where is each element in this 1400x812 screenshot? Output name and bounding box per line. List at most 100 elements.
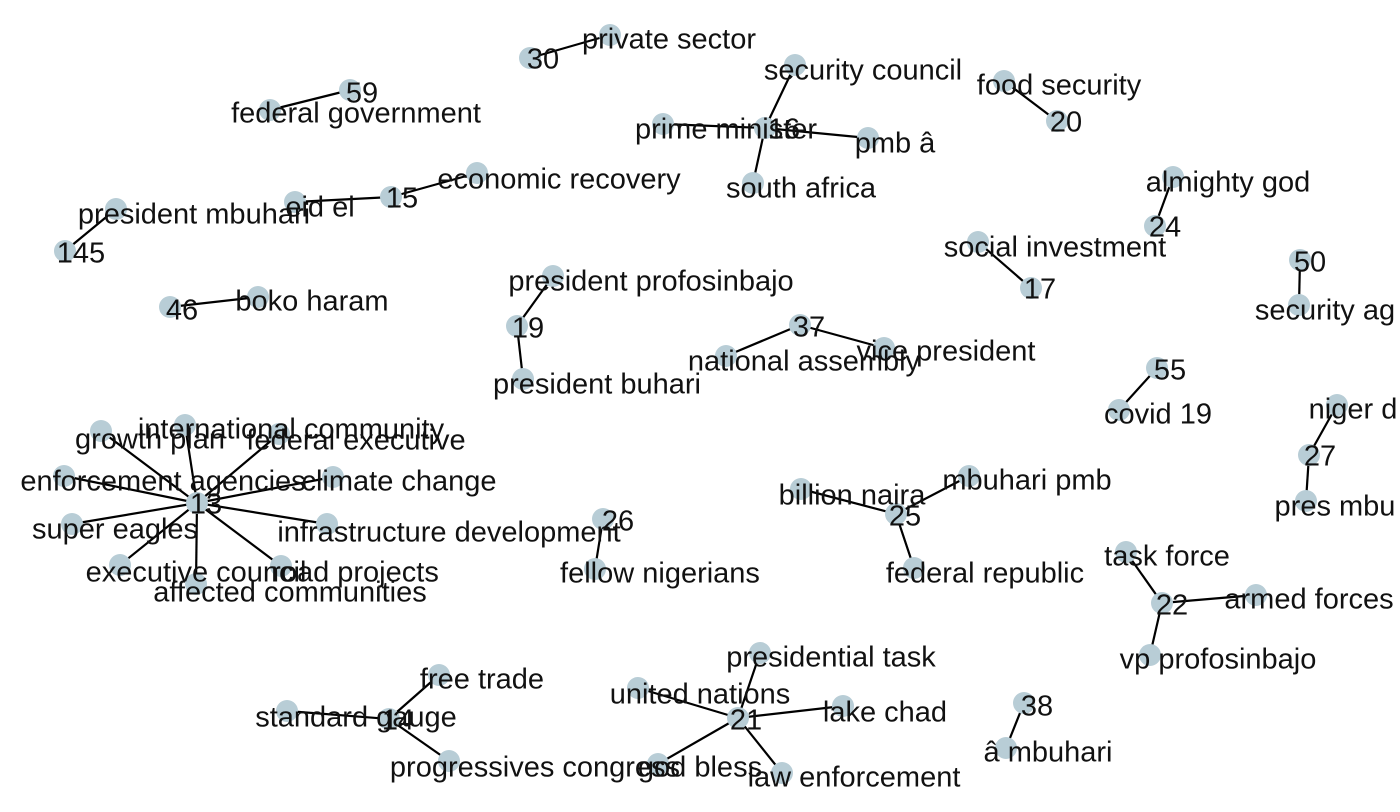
node-climate-change [322, 466, 344, 488]
node-n30 [519, 47, 541, 69]
edge-n37-national-assembly [725, 323, 801, 358]
node-enforcement-agencies [53, 465, 75, 487]
node-security-ag [1288, 294, 1310, 316]
node-progressives-congress [438, 750, 460, 772]
node-president-mbuhari [105, 198, 127, 220]
edge-n13-road-projects [196, 502, 282, 567]
node-god-bless [647, 753, 669, 775]
node-infrastructure-development [316, 513, 338, 535]
edge-n21-law-enforcement [737, 717, 783, 774]
edge-n13-international-community [183, 424, 199, 504]
edge-n13-growth-plan [100, 430, 198, 504]
edge-n37-vice-president [799, 323, 885, 350]
node-n37 [789, 314, 811, 336]
node-n59 [339, 79, 361, 101]
node-mbuhari-pmb [958, 465, 980, 487]
node-n50 [1289, 249, 1311, 271]
node-president-profosinbajo [542, 265, 564, 287]
node-pres-mbu [1295, 490, 1317, 512]
node-armed-forces [1245, 584, 1267, 606]
node-label-god-bless: god bless [638, 752, 762, 784]
node-label-federal-executive: federal executive [246, 425, 465, 457]
node-label-private-sector: private sector [582, 24, 756, 56]
node-label-vp-profosinbajo: vp profosinbajo [1120, 644, 1317, 676]
node-label-free-trade: free trade [420, 664, 544, 696]
node-label-n15: 15 [386, 183, 418, 215]
node-billion-naira [790, 478, 812, 500]
node-task-force [1115, 541, 1137, 563]
node-private-sector [599, 24, 621, 46]
node-presidential-task [749, 642, 771, 664]
node-label-n26: 26 [602, 506, 634, 538]
node-super-eagles [61, 513, 83, 535]
node-national-assembly [715, 345, 737, 367]
edge-n21-god-bless [657, 717, 739, 765]
edge-n13-climate-change [196, 475, 334, 505]
node-n19 [506, 315, 528, 337]
edge-n25-billion-naira [800, 487, 897, 516]
node-label-n27: 27 [1304, 441, 1336, 473]
edge-n14-free-trade [388, 674, 440, 720]
edge-n14-progressives-congress [388, 718, 450, 762]
node-label-n50: 50 [1294, 247, 1326, 279]
node-label-n38: 38 [1021, 691, 1053, 723]
node-label-almighty-god: almighty god [1146, 167, 1310, 199]
edge-n16-pmb-a [764, 126, 869, 140]
node-n55 [1146, 357, 1168, 379]
node-label-federal-government: federal government [231, 98, 481, 130]
node-label-pmb-a: pmb â [855, 128, 936, 160]
node-federal-republic [903, 557, 925, 579]
edge-n25-mbuhari-pmb [895, 475, 970, 515]
node-label-presidential-task: presidential task [726, 642, 936, 674]
node-label-executive-council: executive council [86, 557, 307, 589]
node-fellow-nigerians [584, 558, 606, 580]
node-eid-el [284, 191, 306, 213]
node-label-national-assembly: national assembly [688, 346, 921, 378]
edge-n13-enforcement-agencies [63, 474, 198, 505]
node-president-buhari [512, 368, 534, 390]
nodes [53, 24, 1348, 784]
edge-n13-federal-executive [196, 433, 280, 504]
node-label-economic-recovery: economic recovery [437, 164, 681, 196]
node-n26 [592, 508, 614, 530]
node-label-pres-mbu: pres mbu [1275, 491, 1396, 523]
node-label-n14: 14 [382, 705, 414, 737]
node-n17 [1020, 277, 1042, 299]
edge-n15-eid-el [294, 195, 392, 204]
node-affected-communities [185, 573, 207, 595]
node-label-n145: 145 [57, 238, 105, 270]
node-label-task-force: task force [1104, 541, 1230, 573]
node-label-growth-plan: growth plan [75, 424, 225, 456]
node-label-n37: 37 [793, 312, 825, 344]
node-label-eid-el: eid el [285, 192, 354, 224]
node-n22 [1151, 592, 1173, 614]
node-niger-d [1326, 394, 1348, 416]
node-a-mbuhari [995, 737, 1017, 759]
node-federal-executive [268, 423, 290, 445]
node-almighty-god [1162, 166, 1184, 188]
node-label-law-enforcement: law enforcement [748, 762, 961, 794]
node-label-social-investment: social investment [944, 232, 1166, 264]
node-n27 [1298, 444, 1320, 466]
edge-president-mbuhari-n145 [64, 208, 117, 252]
node-united-nations [627, 677, 649, 699]
node-label-billion-naira: billion naira [779, 480, 927, 512]
node-label-n16: 16 [768, 114, 800, 146]
node-lake-chad [832, 695, 854, 717]
node-label-president-mbuhari: president mbuhari [78, 199, 310, 231]
node-growth-plan [90, 420, 112, 442]
edge-food-security-n20 [1003, 80, 1058, 122]
edge-n46-boko-haram [169, 295, 259, 309]
node-label-n55: 55 [1154, 355, 1186, 387]
node-label-standard-gauge: standard gauge [255, 702, 457, 734]
node-label-south-africa: south africa [726, 173, 877, 205]
node-food-security [993, 70, 1015, 92]
node-label-n22: 22 [1156, 590, 1188, 622]
node-standard-gauge [276, 700, 298, 722]
node-label-n20: 20 [1050, 107, 1082, 139]
node-label-n24: 24 [1149, 212, 1181, 244]
edge-n16-prime-minister [662, 122, 766, 130]
node-label-enforcement-agencies: enforcement agencies [20, 466, 305, 498]
